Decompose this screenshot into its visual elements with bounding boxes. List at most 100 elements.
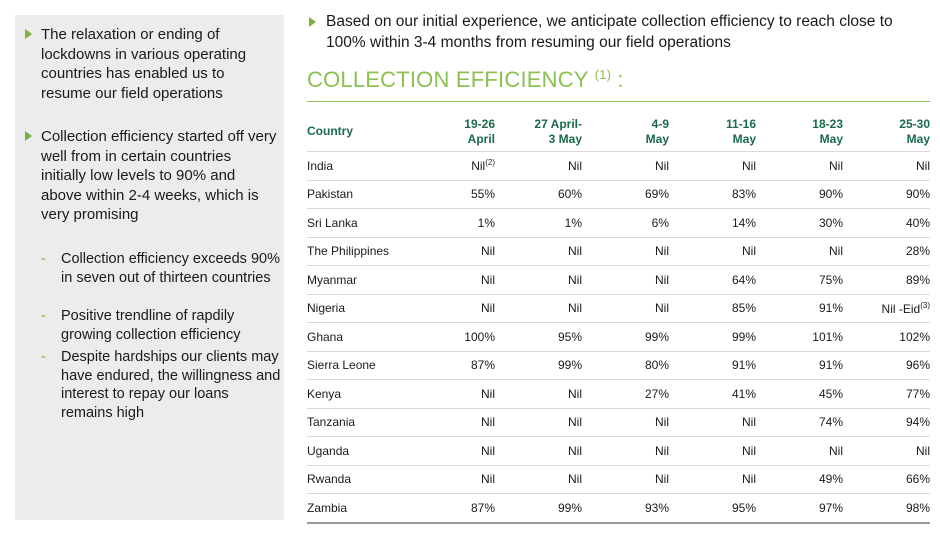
cell-value: 90% xyxy=(905,187,930,202)
cell-value: Ghana xyxy=(307,329,344,344)
cell-value: 75% xyxy=(818,272,843,287)
cell-value: 97% xyxy=(818,500,843,515)
cell-value: 91% xyxy=(818,358,843,373)
cell-value: Nil xyxy=(655,472,669,487)
efficiency-cell: Nil xyxy=(411,379,495,408)
cell-value: 90% xyxy=(818,187,843,202)
efficiency-cell: 90% xyxy=(756,179,843,209)
country-cell: Rwanda xyxy=(307,464,411,494)
cell-value: Nil xyxy=(568,472,582,487)
cell-value: 91% xyxy=(731,358,756,373)
section-title-footnote: (1) xyxy=(594,67,612,82)
cell-value: 89% xyxy=(905,272,930,287)
efficiency-cell: 55% xyxy=(411,179,495,209)
bullet-collection: Collection efficiency started off very w… xyxy=(25,127,277,225)
cell-value: Nil xyxy=(568,386,582,401)
cell-value: 95% xyxy=(731,500,756,515)
cell-value: 80% xyxy=(644,358,669,373)
efficiency-cell: 30% xyxy=(756,208,843,237)
efficiency-cell: 60% xyxy=(495,179,582,209)
bullet-collection-text: Collection efficiency started off very w… xyxy=(41,128,277,223)
efficiency-cell: Nil xyxy=(582,151,669,180)
cell-value: 45% xyxy=(818,386,843,401)
triangle-bullet-icon xyxy=(309,16,316,27)
column-header-country: Country xyxy=(307,123,353,138)
sub-bullet-willingness: - Despite hardships our clients may have… xyxy=(41,348,281,422)
cell-value: 55% xyxy=(470,187,495,202)
efficiency-cell: 75% xyxy=(756,265,843,294)
efficiency-cell: Nil xyxy=(756,236,843,266)
column-header-period: 11-16 May xyxy=(725,117,756,146)
cell-value: 85% xyxy=(731,301,756,316)
country-cell: Sierra Leone xyxy=(307,350,411,380)
cell-value: 102% xyxy=(899,329,930,344)
efficiency-cell: 91% xyxy=(756,293,843,323)
efficiency-cell: Nil xyxy=(495,436,582,465)
cell-value: 94% xyxy=(905,415,930,430)
cell-value: 77% xyxy=(905,386,930,401)
title-divider xyxy=(307,101,930,102)
efficiency-cell: 100% xyxy=(411,322,495,351)
country-cell: Uganda xyxy=(307,436,411,465)
efficiency-cell: 89% xyxy=(843,265,930,294)
efficiency-cell: Nil xyxy=(582,293,669,323)
efficiency-cell: Nil xyxy=(582,436,669,465)
cell-value: Nil xyxy=(742,244,756,259)
efficiency-cell: Nil xyxy=(669,407,756,437)
efficiency-cell: Nil xyxy=(843,436,930,465)
triangle-bullet-icon xyxy=(25,29,32,39)
cell-value: Nil xyxy=(655,272,669,287)
cell-value: 6% xyxy=(651,215,669,230)
efficiency-cell: Nil xyxy=(495,265,582,294)
efficiency-cell: 93% xyxy=(582,493,669,524)
efficiency-cell: 66% xyxy=(843,464,930,494)
efficiency-cell: Nil xyxy=(495,379,582,408)
table-row: Pakistan 55% 60% 69% 83% 90% 90% xyxy=(307,179,930,209)
efficiency-cell: 83% xyxy=(669,179,756,209)
cell-value: Pakistan xyxy=(307,187,354,202)
cell-value: 30% xyxy=(818,215,843,230)
section-title-text: COLLECTION EFFICIENCY xyxy=(307,67,589,92)
left-panel: The relaxation or ending of lockdowns in… xyxy=(15,15,284,520)
efficiency-cell: 69% xyxy=(582,179,669,209)
cell-value: 99% xyxy=(731,329,756,344)
efficiency-cell: 74% xyxy=(756,407,843,437)
efficiency-cell: 6% xyxy=(582,208,669,237)
cell-value: Nil xyxy=(655,443,669,458)
cell-value: Nil xyxy=(481,415,495,430)
table-row: Zambia 87% 99% 93% 95% 97% 98% xyxy=(307,493,930,524)
efficiency-cell: Nil xyxy=(411,407,495,437)
cell-value: Nil xyxy=(481,244,495,259)
efficiency-cell: 99% xyxy=(582,322,669,351)
efficiency-cell: 97% xyxy=(756,493,843,524)
efficiency-cell: Nil xyxy=(495,151,582,180)
efficiency-cell: 80% xyxy=(582,350,669,380)
cell-value: Nil xyxy=(568,158,582,173)
efficiency-cell: Nil xyxy=(669,436,756,465)
cell-value: Nil xyxy=(655,158,669,173)
section-title-colon: : xyxy=(611,67,624,92)
country-cell: Zambia xyxy=(307,493,411,524)
table-row: Myanmar Nil Nil Nil 64% 75% 89% xyxy=(307,265,930,294)
cell-value: 95% xyxy=(557,329,582,344)
country-cell: Ghana xyxy=(307,322,411,351)
cell-value: Myanmar xyxy=(307,272,358,287)
cell-value: 41% xyxy=(731,386,756,401)
efficiency-cell: Nil(2) xyxy=(411,151,495,180)
efficiency-cell: Nil xyxy=(411,236,495,266)
column-header-period: 19-26 April xyxy=(464,117,495,146)
cell-value: 101% xyxy=(812,329,843,344)
column-header-period: 27 April- 3 May xyxy=(534,117,582,146)
efficiency-cell: 1% xyxy=(495,208,582,237)
cell-value: 100% xyxy=(464,329,495,344)
efficiency-cell: Nil xyxy=(669,464,756,494)
cell-value: Nil xyxy=(481,272,495,287)
country-cell: Tanzania xyxy=(307,407,411,437)
bullet-lockdown-text: The relaxation or ending of lockdowns in… xyxy=(41,26,247,102)
efficiency-cell: 91% xyxy=(669,350,756,380)
table-row: Rwanda Nil Nil Nil Nil 49% 66% xyxy=(307,464,930,494)
table-row: Nigeria Nil Nil Nil 85% 91% Nil -Eid(3) xyxy=(307,293,930,323)
efficiency-cell: Nil xyxy=(669,151,756,180)
bullet-lockdown: The relaxation or ending of lockdowns in… xyxy=(25,25,277,103)
efficiency-cell: 40% xyxy=(843,208,930,237)
